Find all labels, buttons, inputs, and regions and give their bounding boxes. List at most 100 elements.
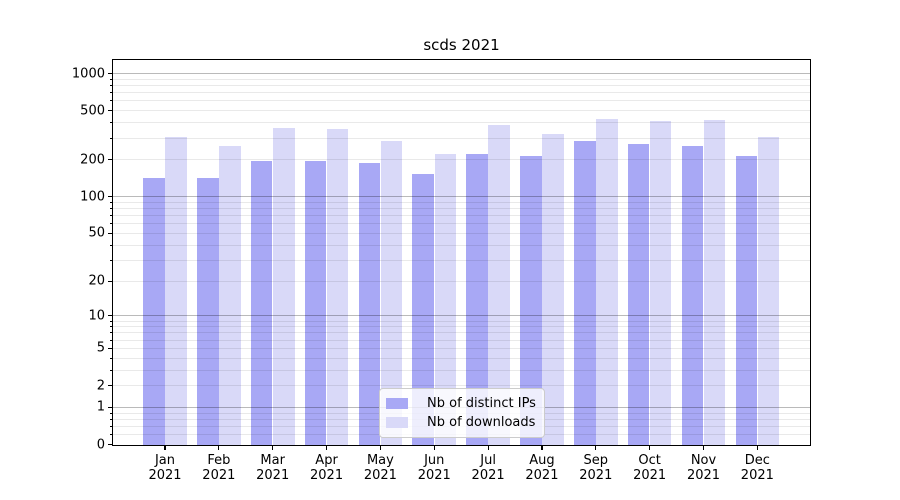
y-minor-tick	[110, 326, 113, 328]
y-tick	[108, 280, 113, 282]
bar-downloads	[165, 136, 187, 445]
minor-gridline	[113, 159, 810, 161]
y-minor-tick	[110, 78, 113, 80]
y-tick-label: 5	[96, 340, 105, 356]
bar-downloads	[703, 119, 726, 445]
y-minor-tick	[110, 223, 113, 225]
bar-distinct-ips	[627, 144, 650, 445]
y-minor-tick	[110, 320, 113, 322]
y-tick-label: 500	[80, 103, 105, 119]
x-tick	[702, 446, 705, 450]
x-tick-label: Feb 2021	[202, 452, 236, 484]
x-tick	[649, 446, 651, 450]
minor-gridline	[113, 100, 810, 102]
plot-frame	[112, 59, 811, 446]
major-gridline	[113, 73, 810, 75]
y-minor-tick	[110, 339, 113, 341]
minor-gridline	[113, 320, 810, 322]
minor-gridline	[113, 215, 810, 217]
minor-gridline	[113, 78, 810, 80]
x-tick-label: Oct 2021	[633, 452, 667, 484]
minor-gridline	[113, 280, 810, 282]
y-tick-label: 200	[80, 152, 105, 168]
x-tick	[218, 446, 220, 450]
bar-distinct-ips	[735, 156, 758, 445]
x-tick-label: May 2021	[363, 452, 397, 484]
bar-downloads	[757, 137, 780, 445]
y-tick	[108, 385, 113, 387]
y-tick-label: 20	[88, 273, 105, 289]
legend-label-downloads: Nb of downloads	[427, 415, 536, 430]
minor-gridline	[113, 223, 810, 225]
minor-gridline	[113, 122, 810, 124]
x-tick	[541, 446, 543, 450]
x-tick-label: Apr 2021	[310, 452, 344, 484]
x-tick	[487, 446, 489, 450]
legend-item-distinct-ips: Nb of distinct IPs	[386, 394, 536, 413]
x-tick-label: Mar 2021	[256, 452, 290, 484]
minor-gridline	[113, 244, 810, 246]
y-minor-tick	[110, 122, 113, 124]
y-minor-tick	[110, 412, 113, 414]
y-minor-tick	[110, 259, 113, 261]
x-tick-label: Aug 2021	[525, 452, 559, 484]
y-minor-tick	[110, 215, 113, 217]
x-tick	[595, 446, 597, 450]
minor-gridline	[113, 201, 810, 203]
y-minor-tick	[110, 100, 113, 102]
legend-label-distinct-ips: Nb of distinct IPs	[427, 396, 536, 411]
minor-gridline	[113, 92, 810, 94]
bar-distinct-ips	[358, 162, 381, 445]
x-tick	[272, 446, 274, 450]
y-tick	[108, 72, 113, 75]
y-minor-tick	[110, 137, 113, 139]
minor-gridline	[113, 339, 810, 341]
bar-downloads	[596, 119, 618, 445]
y-tick	[108, 196, 113, 198]
minor-gridline	[113, 357, 810, 359]
minor-gridline	[113, 385, 810, 387]
bar-distinct-ips	[681, 146, 704, 445]
bar-downloads	[219, 145, 241, 445]
y-tick	[108, 315, 113, 317]
y-minor-tick	[110, 92, 113, 94]
minor-gridline	[113, 208, 810, 210]
minor-gridline	[113, 347, 810, 349]
y-tick	[108, 159, 113, 161]
y-minor-tick	[110, 85, 113, 87]
bar-downloads	[488, 124, 510, 445]
y-minor-tick	[110, 426, 113, 428]
bar-distinct-ips	[412, 174, 434, 445]
x-tick-label: Sep 2021	[579, 452, 613, 484]
x-tick	[325, 446, 328, 450]
legend-swatch-downloads	[386, 417, 408, 428]
y-minor-tick	[110, 369, 113, 371]
y-tick-label: 100	[80, 189, 105, 205]
y-tick	[108, 406, 113, 409]
bar-distinct-ips	[466, 153, 488, 445]
bar-downloads	[649, 121, 672, 445]
y-tick	[108, 232, 113, 235]
y-minor-tick	[110, 208, 113, 210]
y-tick	[108, 110, 113, 112]
minor-gridline	[113, 137, 810, 139]
minor-gridline	[113, 85, 810, 87]
y-tick	[108, 347, 113, 350]
bar-distinct-ips	[143, 178, 165, 445]
y-minor-tick	[110, 332, 113, 334]
y-tick-label: 1	[96, 399, 105, 415]
y-minor-tick	[110, 244, 113, 246]
x-tick	[164, 446, 166, 450]
y-minor-tick	[110, 201, 113, 203]
bar-downloads	[434, 153, 457, 445]
y-tick-label: 1000	[71, 66, 105, 82]
bar-distinct-ips	[250, 161, 273, 445]
bar-distinct-ips	[520, 156, 542, 445]
y-minor-tick	[110, 434, 113, 436]
y-tick-label: 10	[88, 308, 105, 324]
minor-gridline	[113, 369, 810, 371]
x-tick-label: Jul 2021	[471, 452, 505, 484]
x-tick	[433, 446, 435, 450]
major-gridline	[113, 196, 810, 198]
